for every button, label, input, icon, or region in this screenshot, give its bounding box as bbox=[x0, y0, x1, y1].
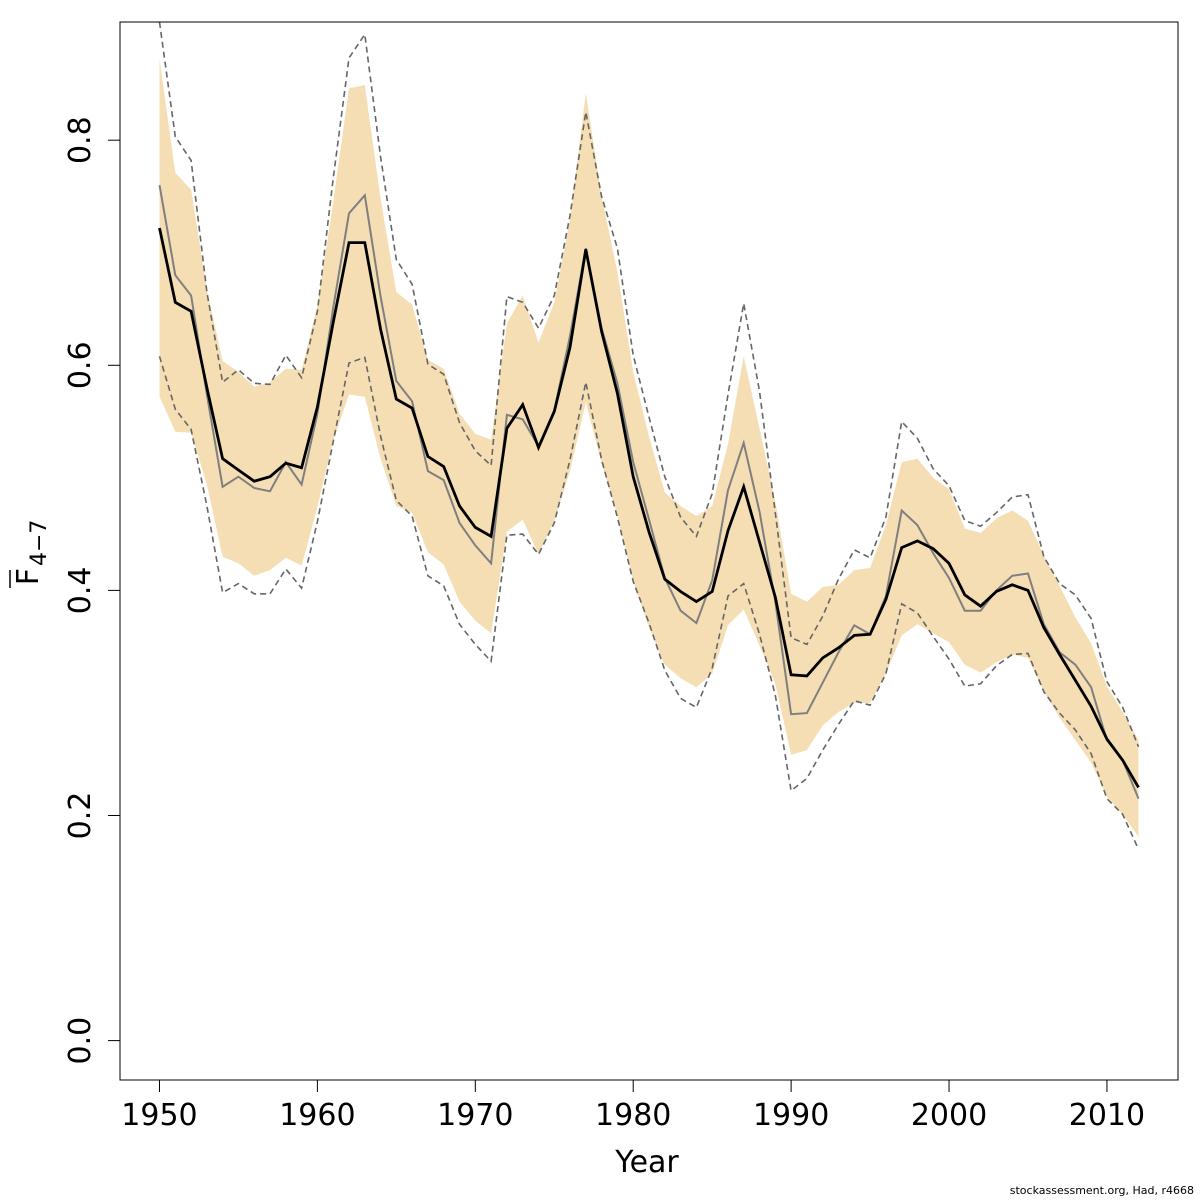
x-tick-label: 1970 bbox=[437, 1098, 513, 1133]
y-axis-title-subscript: 4−7 bbox=[27, 520, 52, 566]
y-tick-label: 0.6 bbox=[63, 341, 98, 389]
y-tick-label: 0.2 bbox=[63, 792, 98, 840]
estimate-line bbox=[158, 227, 1140, 789]
y-axis-title: F 4−7 bbox=[9, 520, 52, 588]
axes-layer: 1950 1960 1970 1980 1990 2000 2010 0.0 0.2 0.4 0.6… bbox=[63, 21, 1179, 1133]
y-tick-label: 0.8 bbox=[63, 116, 98, 164]
x-tick-label: 1950 bbox=[121, 1098, 197, 1133]
x-tick-label: 1960 bbox=[279, 1098, 355, 1133]
upper-ci-line bbox=[158, 21, 1140, 748]
x-tick-label: 2000 bbox=[911, 1098, 987, 1133]
x-tick-label: 1990 bbox=[753, 1098, 829, 1133]
x-axis-title: Year bbox=[614, 1145, 679, 1180]
y-axis-title-main: F bbox=[11, 568, 46, 585]
y-tick-label: 0.4 bbox=[63, 567, 98, 615]
x-tick-label: 1980 bbox=[595, 1098, 671, 1133]
footer-attribution: stockassessment.org, Had, r4668 bbox=[1009, 1184, 1194, 1197]
y-tick-label: 0.0 bbox=[63, 1017, 98, 1065]
series-line-layer bbox=[158, 21, 1140, 850]
x-tick-label: 2010 bbox=[1069, 1098, 1145, 1133]
